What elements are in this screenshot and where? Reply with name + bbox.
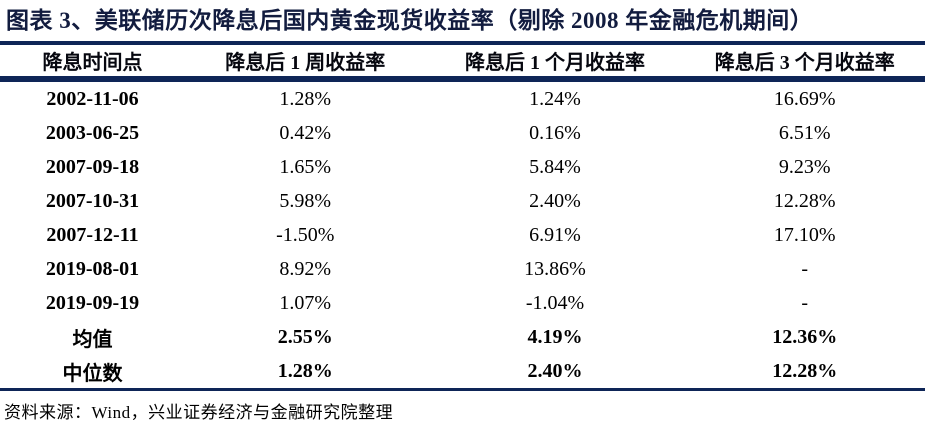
returns-table: 降息时间点 降息后 1 周收益率 降息后 1 个月收益率 降息后 3 个月收益率… (0, 41, 925, 391)
cell-1-week-return: -1.50% (276, 223, 335, 246)
cell-row-label-mean: 均值 (72, 328, 113, 351)
cell-cut-date: 2019-09-19 (45, 291, 140, 314)
cell-3-month-return: 9.23% (778, 155, 831, 178)
table-row: 2007-10-31 5.98% 2.40% 12.28% (0, 184, 925, 218)
cell-1-week-return: 2.55% (277, 325, 333, 348)
col-header-cut-date: 降息时间点 (0, 43, 185, 82)
col-header-1-week-return: 降息后 1 周收益率 (185, 43, 426, 82)
table-row: 2007-09-18 1.65% 5.84% 9.23% (0, 150, 925, 184)
cell-cut-date: 2003-06-25 (45, 121, 140, 144)
table-row: 2019-09-19 1.07% -1.04% - (0, 286, 925, 320)
col-header-3-month-return: 降息后 3 个月收益率 (684, 43, 925, 82)
cell-1-week-return: 0.42% (279, 121, 332, 144)
cell-cut-date: 2002-11-06 (46, 87, 139, 110)
cell-1-month-return: 5.84% (529, 155, 581, 178)
cell-1-week-return: 8.92% (279, 257, 332, 280)
col-header-1-month-return: 降息后 1 个月收益率 (425, 43, 685, 82)
table-row: 2007-12-11 -1.50% 6.91% 17.10% (0, 218, 925, 252)
cell-1-week-return: 1.07% (279, 291, 332, 314)
cell-3-month-return: 12.28% (773, 189, 836, 212)
cell-3-month-return: 17.10% (773, 223, 836, 246)
cell-1-month-return: 1.24% (529, 87, 581, 110)
cell-1-week-return: 5.98% (279, 189, 332, 212)
cell-3-month-return: - (801, 291, 809, 314)
table-row: 2003-06-25 0.42% 0.16% 6.51% (0, 116, 925, 150)
cell-cut-date: 2007-12-11 (46, 223, 139, 246)
table-row: 2019-08-01 8.92% 13.86% - (0, 252, 925, 286)
cell-1-week-return: 1.28% (185, 354, 426, 391)
table-row-mean: 均值 2.55% 4.19% 12.36% (0, 320, 925, 354)
cell-1-month-return: 2.40% (425, 354, 685, 391)
cell-cut-date: 2007-10-31 (45, 189, 140, 212)
cell-cut-date: 2019-08-01 (45, 257, 140, 280)
cell-1-month-return: 4.19% (527, 325, 583, 348)
cell-cut-date: 2007-09-18 (45, 155, 140, 178)
cell-1-week-return: 1.65% (279, 155, 332, 178)
cell-3-month-return: - (801, 257, 809, 280)
table-header: 降息时间点 降息后 1 周收益率 降息后 1 个月收益率 降息后 3 个月收益率 (0, 43, 925, 82)
table-row: 2002-11-06 1.28% 1.24% 16.69% (0, 79, 925, 116)
cell-1-month-return: 0.16% (529, 121, 581, 144)
cell-3-month-return: 12.28% (684, 354, 925, 391)
cell-3-month-return: 6.51% (778, 121, 831, 144)
cell-1-week-return: 1.28% (279, 87, 332, 110)
cell-1-month-return: 13.86% (524, 257, 586, 280)
source-note: 资料来源：Wind，兴业证券经济与金融研究院整理 (4, 403, 394, 422)
cell-1-month-return: 2.40% (529, 189, 581, 212)
cell-row-label-median: 中位数 (0, 354, 185, 391)
figure-title: 图表 3、美联储历次降息后国内黄金现货收益率（剔除 2008 年金融危机期间） (6, 8, 814, 33)
cell-3-month-return: 16.69% (773, 87, 836, 110)
table-row-median: 中位数 1.28% 2.40% 12.28% (0, 354, 925, 391)
cell-1-month-return: 6.91% (529, 223, 581, 246)
cell-1-month-return: -1.04% (525, 291, 585, 314)
cell-3-month-return: 12.36% (772, 325, 838, 348)
